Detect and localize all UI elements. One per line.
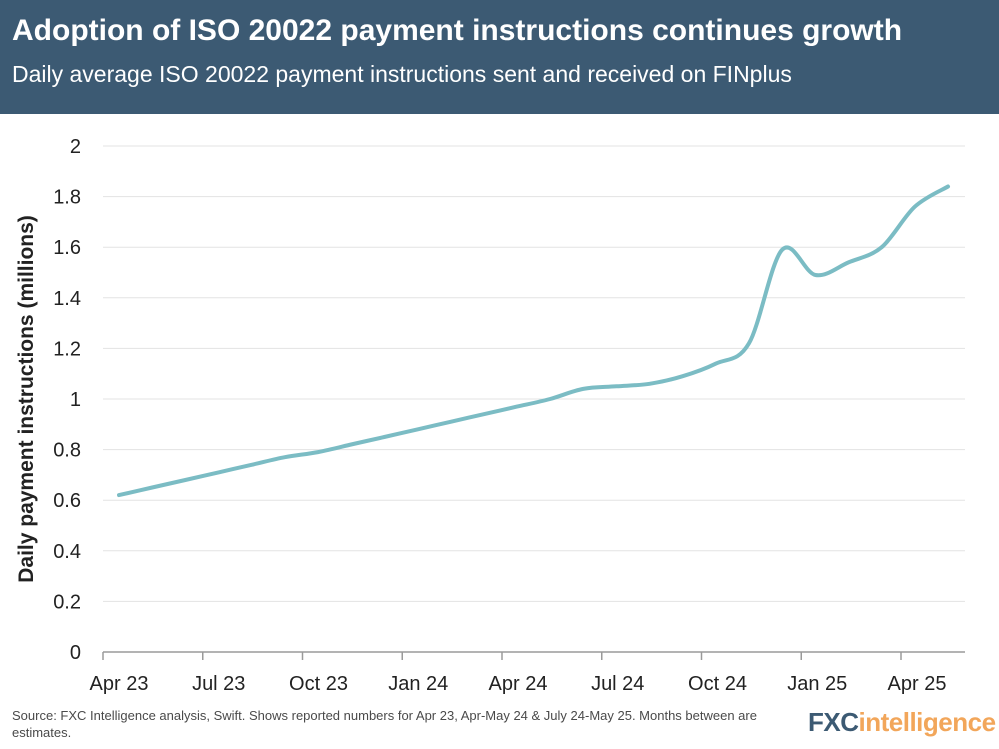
x-axis: Apr 23 Jul 23 Oct 23 Jan 24 Apr 24 Jul 24 Oct …: [90, 651, 965, 695]
header-banner: Adoption of ISO 20022 payment instructio…: [0, 0, 999, 114]
x-tick-label: Oct 23: [289, 673, 348, 695]
y-tick-label: 1.8: [53, 187, 81, 209]
x-tick-label: Oct 24: [688, 673, 747, 695]
source-note: Source: FXC Intelligence analysis, Swift…: [12, 708, 757, 740]
x-tick-label: Apr 24: [489, 673, 548, 695]
series-line: [117, 184, 950, 498]
x-tick-label: Jan 24: [388, 673, 448, 695]
x-tick-label: Apr 23: [90, 673, 149, 695]
y-axis-ticks: 0 0.2 0.4 0.6 0.8 1 1.2 1.4 1.6 1.8 2: [53, 136, 81, 664]
y-tick-label: 0.4: [53, 541, 81, 563]
logo-part-2: intelligence: [858, 707, 997, 737]
series-line-group: [117, 184, 950, 498]
y-tick-label: 0.6: [53, 490, 81, 512]
y-tick-label: 2: [70, 136, 81, 158]
logo-part-1: FXC: [808, 707, 859, 737]
x-tick-label: Jul 23: [192, 673, 245, 695]
y-tick-label: 0.8: [53, 440, 81, 462]
y-tick-label: 1: [70, 389, 81, 411]
gridlines: [103, 145, 965, 602]
fxc-intelligence-logo: FXCintelligence: [808, 707, 996, 738]
x-tick-label: Jan 25: [787, 673, 847, 695]
x-tick-label: Apr 25: [888, 673, 947, 695]
y-tick-label: 1.6: [53, 237, 81, 259]
y-tick-label: 1.2: [53, 338, 81, 360]
chart-subtitle: Daily average ISO 20022 payment instruct…: [12, 61, 792, 87]
x-tick-label: Jul 24: [591, 673, 644, 695]
y-tick-label: 0: [70, 642, 81, 664]
y-tick-label: 0.2: [53, 591, 81, 613]
y-axis-label: Daily payment instructions (millions): [15, 215, 38, 583]
chart-title: Adoption of ISO 20022 payment instructio…: [12, 14, 903, 47]
y-tick-label: 1.4: [53, 288, 81, 310]
